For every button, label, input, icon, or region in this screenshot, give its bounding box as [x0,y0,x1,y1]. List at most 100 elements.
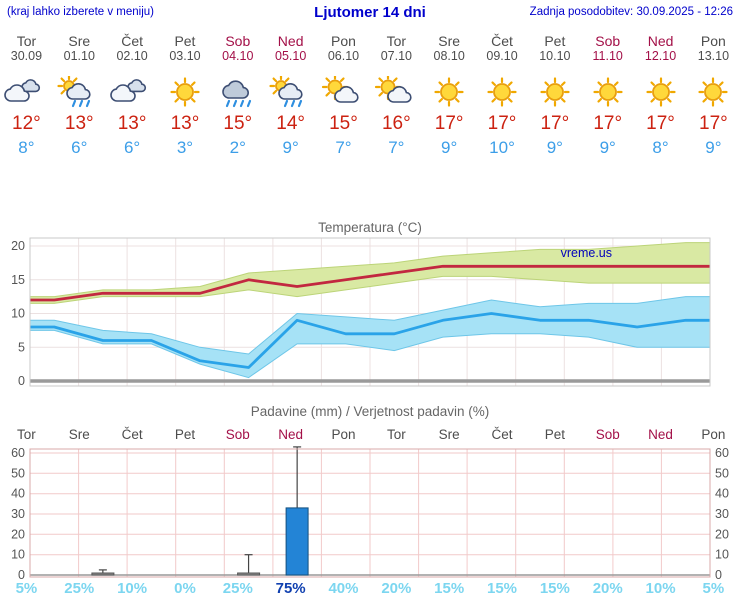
day-name: Pet [174,33,196,49]
day-name: Čet [491,33,513,49]
svg-text:15: 15 [11,273,25,287]
svg-text:20: 20 [11,239,25,253]
precip-day-label: Čet [121,427,143,442]
day-max-temperature: 17° [487,113,517,134]
day-name: Pet [544,33,566,49]
precip-probability: 5% [15,580,38,597]
precip-day-label: Pon [701,427,726,442]
day-date: 03.10 [169,49,201,63]
day-date: 08.10 [433,49,465,63]
precip-probability: 75% [275,580,306,597]
svg-text:0: 0 [18,374,25,388]
svg-text:20: 20 [11,527,25,541]
precip-day-label: Pon [331,427,356,442]
day-date: 07.10 [380,49,412,63]
partly-cloudy-icon [317,76,370,108]
day-max-temperature: 16° [381,113,411,134]
day-column: Pet 10.10 17° 9° [528,33,581,158]
precip-probability: 15% [487,580,518,597]
day-column: Čet 02.10 13° 6° [106,33,159,158]
day-max-temperature: 17° [434,113,464,134]
svg-text:10: 10 [11,548,25,562]
day-min-temperature: 6° [123,138,141,157]
precip-probability: 20% [592,580,623,597]
sunny-icon [581,76,634,108]
rain-icon [211,76,264,108]
menu-hint: (kraj lahko izberete v meniju) [7,6,155,18]
day-min-temperature: 9° [546,138,563,157]
day-date: 13.10 [697,49,730,63]
precip-day-label: Tor [17,427,36,442]
sunny-icon [476,76,529,108]
watermark: vreme.us [561,246,612,260]
day-max-temperature: 13° [170,113,200,134]
precip-probability: 40% [328,580,359,597]
day-max-temperature: 12° [12,113,41,134]
svg-text:50: 50 [715,466,729,480]
sun-rain-icon [264,76,317,108]
precip-day-label: Pet [174,427,196,442]
svg-text:5: 5 [18,340,25,354]
day-date: 05.10 [275,49,307,63]
day-max-temperature: 17° [646,113,675,134]
precip-probability: 20% [381,580,412,597]
day-name: Ned [647,33,674,49]
svg-text:10: 10 [11,307,25,321]
day-min-temperature: 2° [229,138,246,157]
day-min-temperature: 8° [18,138,35,157]
precip-probability: 10% [645,580,676,597]
day-name: Čet [121,33,143,49]
day-max-temperature: 17° [593,113,623,134]
precip-probability: 5% [702,580,725,597]
temperature-chart: 0 5 10 15 20 vreme.us [11,237,711,388]
precip-day-label: Sob [595,427,620,442]
day-date: 04.10 [222,49,254,63]
last-update: Zadnja posodobitev: 30.09.2025 - 12:26 [529,6,733,18]
temperature-chart-title: Temperatura (°C) [318,220,422,235]
day-min-temperature: 9° [599,138,616,157]
precip-day-label: Čet [491,427,513,442]
precip-probability: 0% [174,580,196,597]
day-column: Pon 06.10 15° 7° [317,33,370,158]
precip-day-label: Ned [278,427,304,442]
day-column: Sob 04.10 15° 2° [211,33,264,158]
day-min-temperature: 6° [71,138,88,157]
day-min-temperature: 9° [282,138,299,157]
day-column: Sre 01.10 13° 6° [53,33,106,158]
day-name: Sre [68,33,91,49]
day-column: Sre 08.10 17° 9° [423,33,476,158]
day-column: Tor 07.10 16° 7° [370,33,423,158]
day-name: Ned [277,33,304,49]
day-column: Pon 13.10 17° 9° [687,33,740,158]
day-name: Sob [225,33,251,49]
sunny-icon [423,76,476,108]
svg-text:30: 30 [11,507,25,521]
day-min-temperature: 9° [441,138,458,157]
sunny-icon [634,76,687,108]
precip-day-label: Sre [68,427,90,442]
day-column: Ned 12.10 17° 8° [634,33,687,158]
day-name: Pon [331,33,356,49]
sunny-icon [687,76,740,108]
precip-day-label: Tor [386,427,406,442]
day-date: 01.10 [63,49,95,63]
day-min-temperature: 7° [335,138,352,157]
day-name: Tor [386,33,407,49]
day-date: 06.10 [327,49,360,63]
day-min-temperature: 10° [489,138,515,157]
precip-day-label: Sre [438,427,460,442]
day-min-temperature: 3° [176,138,194,157]
day-max-temperature: 15° [329,113,358,134]
day-column: Sob 11.10 17° 9° [581,33,634,158]
cloudy-icon [0,76,53,108]
day-max-temperature: 15° [223,113,253,134]
day-name: Sre [438,33,461,49]
svg-text:40: 40 [715,487,729,501]
day-date: 30.09 [10,49,43,63]
precip-probability: 25% [222,580,253,597]
day-date: 09.10 [486,49,518,63]
day-max-temperature: 13° [117,113,147,134]
precip-probability: 10% [117,580,148,597]
day-column: Čet 09.10 17° 10° [476,33,529,158]
